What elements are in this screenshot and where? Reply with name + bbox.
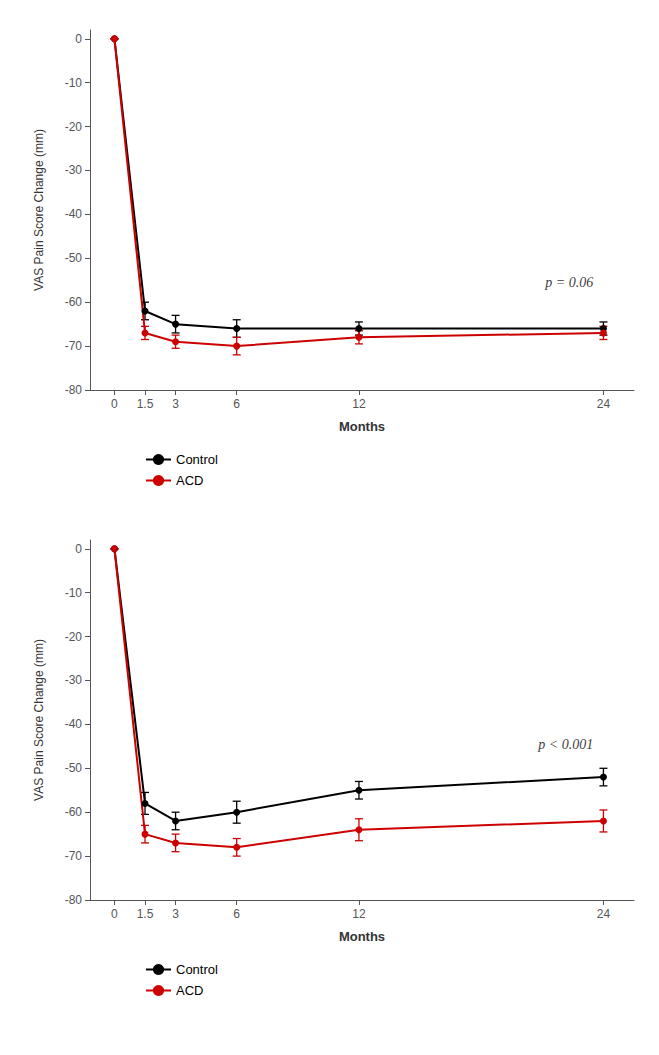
svg-text:-20: -20: [65, 120, 83, 134]
svg-text:-60: -60: [65, 805, 83, 819]
svg-text:-30: -30: [65, 673, 83, 687]
svg-text:ACD: ACD: [176, 983, 203, 998]
svg-text:-80: -80: [65, 383, 83, 397]
svg-text:0: 0: [111, 907, 118, 921]
svg-text:12: 12: [352, 907, 366, 921]
svg-text:12: 12: [352, 397, 366, 411]
svg-text:-10: -10: [65, 586, 83, 600]
svg-text:p < 0.001: p < 0.001: [537, 737, 593, 752]
svg-text:3: 3: [172, 907, 179, 921]
svg-text:6: 6: [233, 397, 240, 411]
svg-text:Control: Control: [176, 452, 218, 467]
svg-text:-20: -20: [65, 630, 83, 644]
svg-text:24: 24: [597, 397, 611, 411]
svg-text:1.5: 1.5: [137, 907, 154, 921]
svg-text:-70: -70: [65, 849, 83, 863]
svg-text:3: 3: [172, 397, 179, 411]
svg-text:-10: -10: [65, 76, 83, 90]
svg-text:24: 24: [597, 907, 611, 921]
svg-text:VAS Pain Score Change (mm): VAS Pain Score Change (mm): [32, 639, 46, 801]
svg-text:Months: Months: [339, 929, 385, 944]
svg-text:VAS Pain Score Change (mm): VAS Pain Score Change (mm): [32, 129, 46, 291]
svg-text:-50: -50: [65, 251, 83, 265]
svg-text:-40: -40: [65, 717, 83, 731]
svg-text:1.5: 1.5: [137, 397, 154, 411]
svg-text:ACD: ACD: [176, 473, 203, 488]
svg-text:-40: -40: [65, 207, 83, 221]
svg-text:6: 6: [233, 907, 240, 921]
svg-text:-70: -70: [65, 339, 83, 353]
svg-text:p = 0.06: p = 0.06: [544, 275, 593, 290]
svg-text:0: 0: [111, 397, 118, 411]
svg-text:Months: Months: [339, 419, 385, 434]
svg-text:-60: -60: [65, 295, 83, 309]
svg-text:-80: -80: [65, 893, 83, 907]
svg-text:0: 0: [75, 542, 82, 556]
svg-text:0: 0: [75, 32, 82, 46]
svg-text:-50: -50: [65, 761, 83, 775]
svg-text:Control: Control: [176, 962, 218, 977]
svg-text:-30: -30: [65, 163, 83, 177]
